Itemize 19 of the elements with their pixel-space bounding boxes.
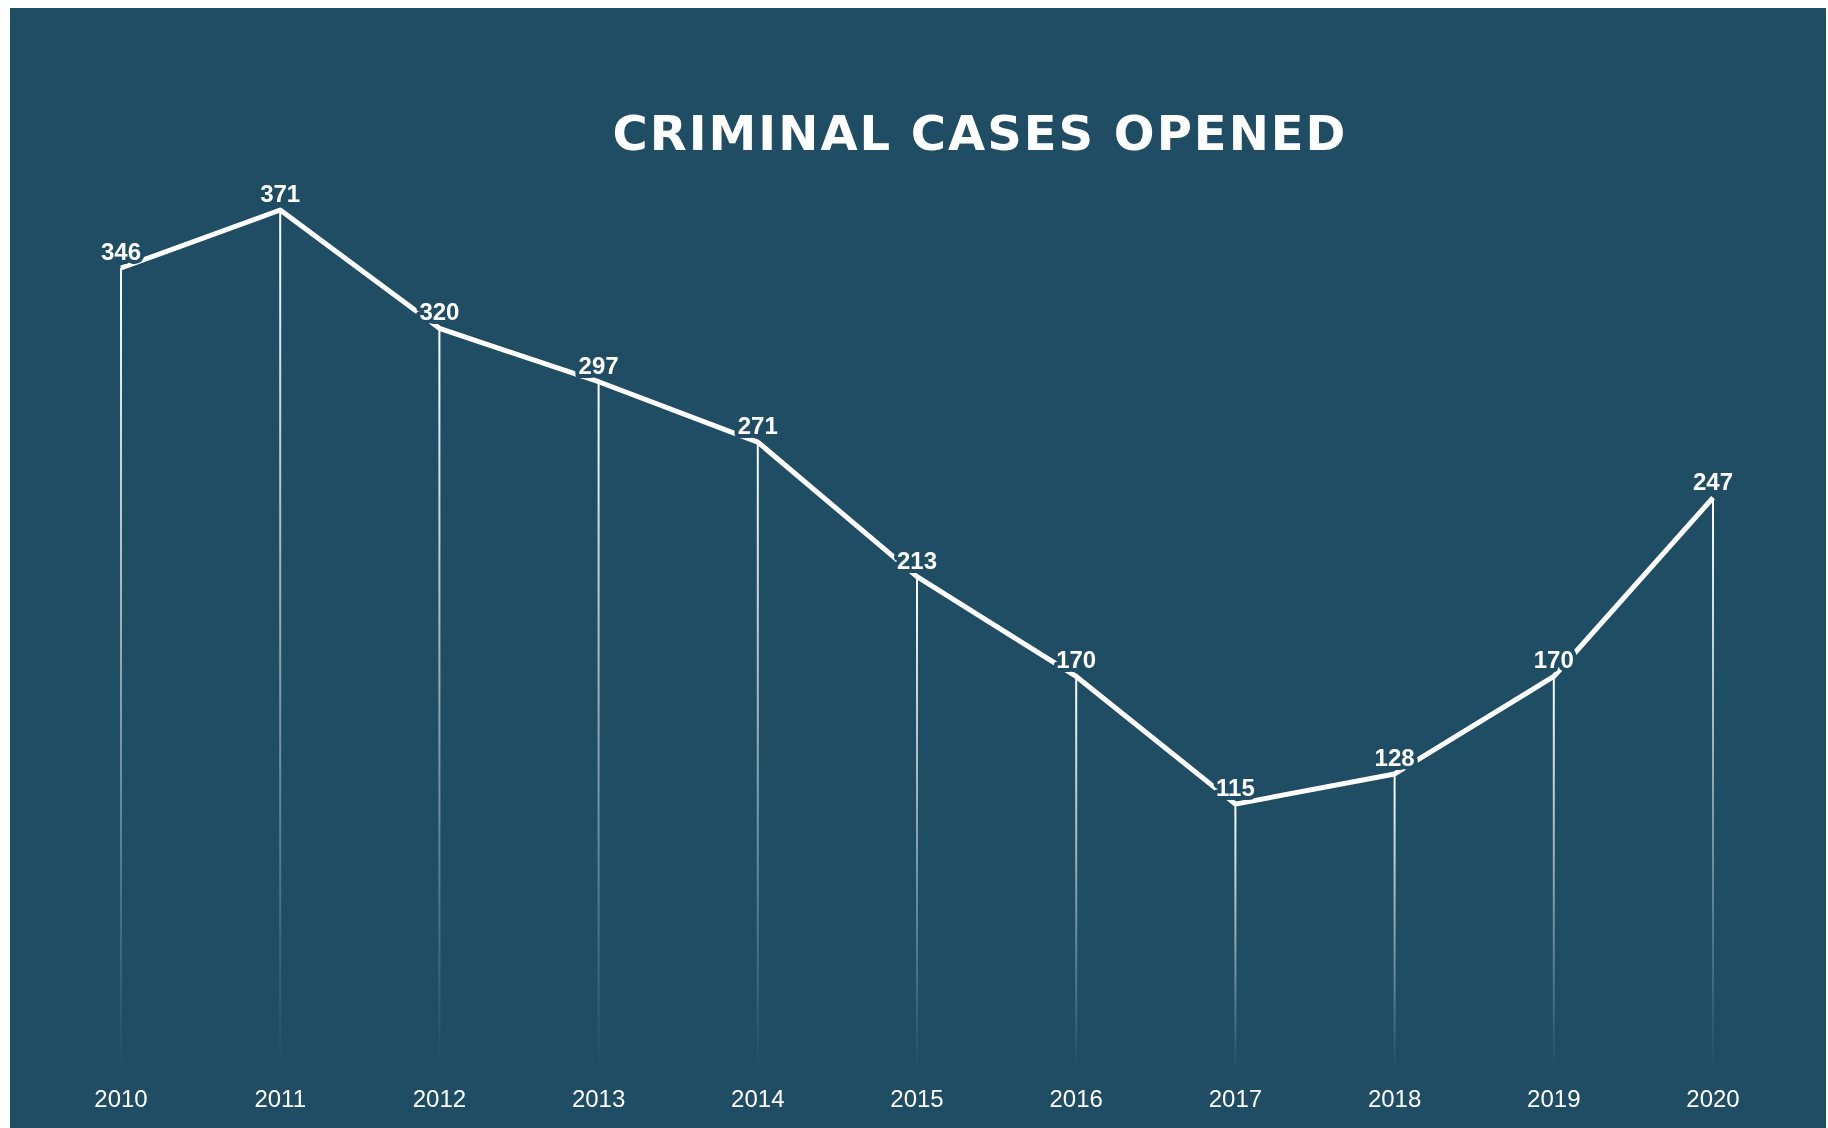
- data-label: 247: [1692, 467, 1734, 495]
- x-tick-label: 2013: [571, 1085, 626, 1112]
- x-tick-label: 2016: [1049, 1085, 1103, 1112]
- x-tick-label: 2020: [1686, 1085, 1740, 1112]
- x-tick-label: 2018: [1367, 1085, 1422, 1112]
- data-label: 128: [1374, 743, 1415, 771]
- x-tick-label: 2017: [1208, 1085, 1263, 1112]
- x-tick-label: 2015: [890, 1085, 944, 1112]
- data-label: 320: [419, 298, 460, 326]
- x-tick-label: 2014: [731, 1085, 785, 1112]
- chart-title: CRIMINAL CASES OPENED: [612, 105, 1348, 161]
- data-label: 346: [100, 238, 142, 266]
- x-tick-label: 2012: [412, 1085, 467, 1112]
- data-label: 371: [260, 180, 301, 207]
- data-label: 271: [737, 412, 778, 440]
- x-tick-label: 2011: [254, 1085, 306, 1112]
- x-tick-label: 2010: [94, 1085, 148, 1112]
- data-label: 297: [578, 351, 619, 379]
- x-tick-label: 2019: [1527, 1085, 1581, 1112]
